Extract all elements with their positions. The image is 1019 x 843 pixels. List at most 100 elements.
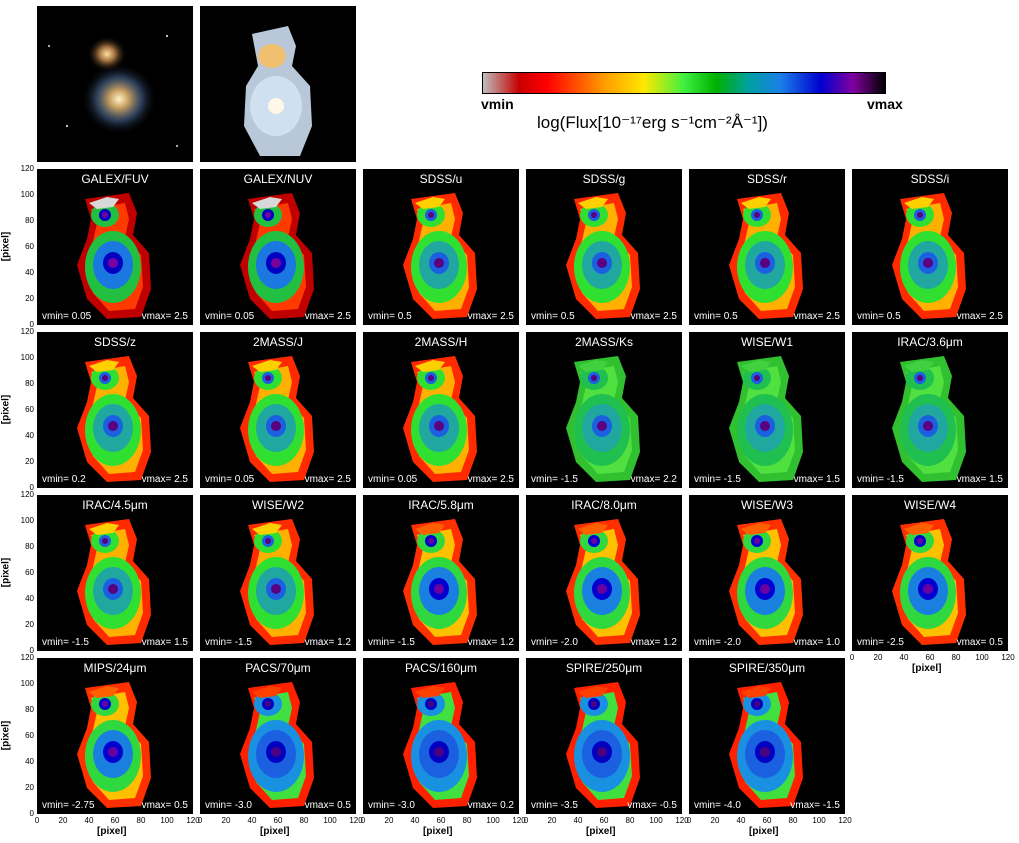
panel-vmax-label: vmax= 2.5 [304, 474, 351, 485]
panel-vmin-label: vmin= -3.0 [368, 800, 415, 811]
y-tick-label: 100 [20, 679, 34, 688]
band-panel: WISE/W4 vmin= -2.5 vmax= 0.5 [852, 495, 1008, 651]
panel-title: SPIRE/350μm [728, 661, 806, 675]
panel-vmax-label: vmax= 0.5 [956, 637, 1003, 648]
y-tick-label: 80 [25, 542, 34, 551]
x-tick-label: 40 [247, 816, 257, 825]
panel-vmax-label: vmax= 2.5 [141, 474, 188, 485]
x-tick-label: 80 [625, 816, 635, 825]
y-axis-label: [pixel] [0, 720, 12, 751]
galaxy-map [729, 193, 803, 319]
x-tick-label: 40 [899, 653, 909, 662]
x-tick-label: 100 [486, 816, 500, 825]
panel-vmin-label: vmin= 0.05 [205, 474, 255, 485]
panel-vmax-label: vmax= 2.5 [467, 474, 514, 485]
panel-title: IRAC/3.6μm [897, 335, 963, 349]
x-tick-label: 100 [975, 653, 989, 662]
galaxy-map [729, 356, 803, 482]
x-tick-label: 60 [925, 653, 935, 662]
x-tick-label: 100 [323, 816, 337, 825]
panel-title: 2MASS/H [414, 335, 468, 349]
x-tick-label: 120 [512, 816, 526, 825]
band-panel: 2MASS/Ks vmin= -1.5 vmax= 2.2 [526, 332, 682, 488]
x-tick-label: 0 [686, 816, 692, 825]
band-panel: PACS/160μm vmin= -3.0 vmax= 0.2 [363, 658, 519, 814]
y-axis-label: [pixel] [0, 557, 12, 588]
panel-vmax-label: vmax= 2.2 [630, 474, 677, 485]
panel-vmax-label: vmax= 1.2 [467, 637, 514, 648]
x-tick-label: 20 [710, 816, 720, 825]
x-tick-label: 80 [951, 653, 961, 662]
galaxy-map [240, 356, 314, 482]
y-tick-label: 100 [20, 516, 34, 525]
band-panel: SDSS/i vmin= 0.5 vmax= 2.5 [852, 169, 1008, 325]
panel-vmax-label: vmax= 1.5 [956, 474, 1003, 485]
x-tick-label: 120 [1001, 653, 1015, 662]
band-panel: SDSS/r vmin= 0.5 vmax= 2.5 [689, 169, 845, 325]
y-axis-label: [pixel] [0, 394, 12, 425]
galaxy-map [729, 519, 803, 645]
x-tick-label: 20 [58, 816, 68, 825]
panel-title: GALEX/FUV [81, 172, 149, 186]
panel-vmin-label: vmin= -2.75 [42, 800, 95, 811]
x-tick-label: 20 [384, 816, 394, 825]
x-tick-label: 0 [197, 816, 203, 825]
galaxy-map [566, 356, 640, 482]
y-tick-label: 20 [25, 620, 34, 629]
y-tick-label: 60 [25, 242, 34, 251]
x-tick-label: 40 [84, 816, 94, 825]
galaxy-map [403, 356, 477, 482]
band-panel: WISE/W3 vmin= -2.0 vmax= 1.0 [689, 495, 845, 651]
x-tick-label: 40 [573, 816, 583, 825]
y-tick-label: 120 [20, 653, 34, 662]
x-tick-label: 0 [523, 816, 529, 825]
band-panel: 2MASS/J vmin= 0.05 vmax= 2.5 [200, 332, 356, 488]
y-tick-label: 40 [25, 268, 34, 277]
y-tick-label: 40 [25, 757, 34, 766]
x-tick-label: 40 [410, 816, 420, 825]
band-panel: SPIRE/350μm vmin= -4.0 vmax= -1.5 [689, 658, 845, 814]
galaxy-map [403, 519, 477, 645]
colorbar-quantity-label: log(Flux[10⁻¹⁷erg s⁻¹cm⁻²Å⁻¹]) [537, 113, 768, 132]
x-tick-label: 0 [360, 816, 366, 825]
band-panel: IRAC/5.8μm vmin= -1.5 vmax= 1.2 [363, 495, 519, 651]
panel-vmin-label: vmin= -2.0 [531, 637, 578, 648]
x-tick-label: 80 [136, 816, 146, 825]
panel-vmax-label: vmax= 1.2 [630, 637, 677, 648]
y-tick-label: 80 [25, 705, 34, 714]
y-tick-label: 0 [29, 646, 34, 655]
band-panel: SDSS/u vmin= 0.5 vmax= 2.5 [363, 169, 519, 325]
band-panel: IRAC/4.5μm vmin= -1.5 vmax= 1.5 [37, 495, 193, 651]
x-tick-label: 80 [788, 816, 798, 825]
band-panel: IRAC/3.6μm vmin= -1.5 vmax= 1.5 [852, 332, 1008, 488]
x-tick-label: 60 [762, 816, 772, 825]
y-tick-label: 0 [29, 483, 34, 492]
band-panel: SDSS/g vmin= 0.5 vmax= 2.5 [526, 169, 682, 325]
panel-title: SDSS/u [419, 172, 463, 186]
y-tick-label: 60 [25, 568, 34, 577]
panel-title: WISE/W2 [251, 498, 304, 512]
x-tick-label: 120 [349, 816, 363, 825]
panel-vmin-label: vmin= 0.05 [368, 474, 418, 485]
panel-vmin-label: vmin= -1.5 [368, 637, 415, 648]
x-axis-label: [pixel] [749, 826, 779, 837]
panel-title: SDSS/i [910, 172, 950, 186]
x-tick-label: 40 [736, 816, 746, 825]
x-tick-label: 120 [838, 816, 852, 825]
panel-vmax-label: vmax= 1.5 [141, 637, 188, 648]
panel-vmax-label: vmax= 2.5 [141, 311, 188, 322]
x-tick-label: 80 [299, 816, 309, 825]
panel-vmax-label: vmax= 0.2 [467, 800, 514, 811]
panel-title: SDSS/g [582, 172, 626, 186]
panel-vmin-label: vmin= -4.0 [694, 800, 741, 811]
galaxy-map [566, 682, 640, 808]
galaxy-map [566, 193, 640, 319]
galaxy-map [77, 682, 151, 808]
y-axis-label: [pixel] [0, 231, 12, 262]
y-tick-label: 60 [25, 731, 34, 740]
panel-vmax-label: vmax= 1.5 [793, 474, 840, 485]
optical-color-image [37, 6, 193, 162]
galaxy-map [729, 682, 803, 808]
x-tick-label: 100 [812, 816, 826, 825]
panel-vmax-label: vmax= 2.5 [467, 311, 514, 322]
